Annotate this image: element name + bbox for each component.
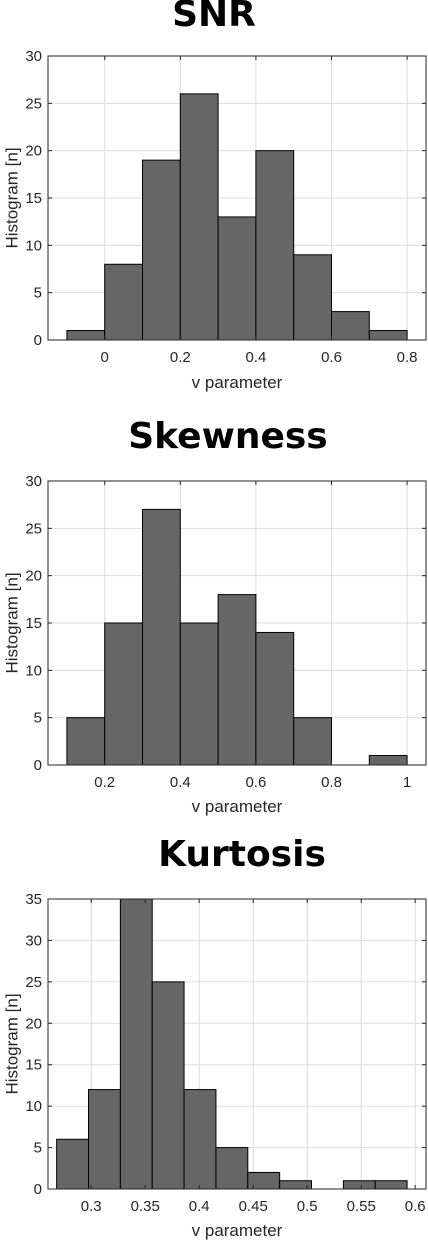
histogram-bar — [66, 717, 106, 766]
x-tick-label: 0.4 — [170, 774, 191, 791]
histogram-bar — [119, 898, 153, 1190]
x-tick-label: 0.8 — [397, 349, 418, 366]
x-axis-label: v parameter — [192, 1221, 283, 1240]
snr-histogram-panel: SNR 0 0.2 0.4 0.6 0.8 0 5 10 15 20 25 30 v paramete… — [3, 0, 427, 392]
y-tick-label: 15 — [25, 190, 42, 207]
y-tick-label: 20 — [25, 568, 42, 585]
y-tick-label: 10 — [25, 1098, 42, 1115]
y-tick-label: 25 — [25, 974, 42, 991]
y-tick-label: 30 — [25, 932, 42, 949]
x-tick-label: 0.3 — [81, 1198, 102, 1215]
chart-title: Kurtosis — [158, 834, 326, 875]
x-axis-label: v parameter — [192, 373, 283, 392]
y-tick-label: 30 — [25, 473, 42, 490]
x-tick-label: 0.2 — [170, 349, 191, 366]
y-tick-label: 15 — [25, 1057, 42, 1074]
histogram-bar — [66, 330, 106, 341]
histogram-bar — [293, 717, 333, 766]
y-axis-label: Histogram [n] — [3, 572, 22, 673]
histogram-bar — [56, 1138, 89, 1190]
y-axis-label: Histogram [n] — [3, 147, 22, 248]
histogram-bar — [255, 150, 295, 341]
histogram-bar — [217, 216, 257, 341]
x-tick-label: 0 — [101, 349, 109, 366]
histogram-bar — [293, 254, 333, 341]
x-tick-label: 0.6 — [245, 774, 266, 791]
x-tick-label: 0.2 — [94, 774, 115, 791]
histogram-bar — [104, 622, 143, 766]
y-tick-label: 35 — [25, 891, 42, 908]
y-tick-label: 10 — [25, 237, 42, 254]
y-tick-label: 5 — [34, 285, 42, 302]
histogram-bar — [88, 1089, 121, 1190]
histogram-bar — [179, 622, 219, 766]
histogram-bar — [368, 330, 408, 341]
histogram-bar — [104, 263, 143, 341]
histogram-bar — [368, 755, 408, 766]
x-tick-label: 1 — [403, 774, 411, 791]
x-tick-label: 0.6 — [405, 1198, 426, 1215]
y-tick-label: 5 — [34, 710, 42, 727]
histogram-bar — [179, 93, 219, 341]
kurtosis-histogram-panel: Kurtosis 0.3 0.35 0.4 0.45 0.5 0.55 0.6 0 5 10 15 2… — [3, 834, 427, 1240]
x-tick-label: 0.6 — [321, 349, 342, 366]
y-tick-label: 0 — [34, 757, 42, 774]
histogram-bar — [217, 594, 257, 766]
x-axis-label: v parameter — [192, 797, 283, 816]
histogram-bar — [183, 1089, 217, 1190]
chart-title: Skewness — [128, 416, 327, 457]
y-tick-label: 20 — [25, 1015, 42, 1032]
y-tick-label: 0 — [34, 1181, 42, 1198]
y-tick-label: 30 — [25, 48, 42, 65]
x-tick-label: 0.4 — [245, 349, 266, 366]
x-tick-label: 0.35 — [131, 1198, 160, 1215]
y-axis-label: Histogram [n] — [3, 993, 22, 1094]
x-tick-label: 0.4 — [189, 1198, 210, 1215]
histogram-bar — [255, 631, 295, 766]
y-tick-label: 0 — [34, 332, 42, 349]
histogram-bar — [374, 1180, 408, 1190]
histogram-bar — [151, 981, 185, 1190]
x-tick-label: 0.8 — [321, 774, 342, 791]
histogram-bar — [142, 159, 181, 341]
chart-title: SNR — [172, 0, 256, 35]
y-tick-label: 20 — [25, 143, 42, 160]
histogram-bar — [142, 508, 181, 766]
y-tick-label: 25 — [25, 95, 42, 112]
y-tick-label: 10 — [25, 662, 42, 679]
y-tick-label: 15 — [25, 615, 42, 632]
x-tick-label: 0.45 — [239, 1198, 268, 1215]
x-tick-label: 0.5 — [297, 1198, 318, 1215]
histogram-bar — [215, 1147, 249, 1190]
histogram-bar — [247, 1171, 281, 1190]
x-tick-label: 0.55 — [347, 1198, 376, 1215]
histogram-bar — [342, 1180, 376, 1190]
histogram-bar — [331, 311, 370, 341]
y-tick-label: 25 — [25, 520, 42, 537]
axes-frame — [47, 898, 427, 1190]
y-tick-label: 5 — [34, 1140, 42, 1157]
